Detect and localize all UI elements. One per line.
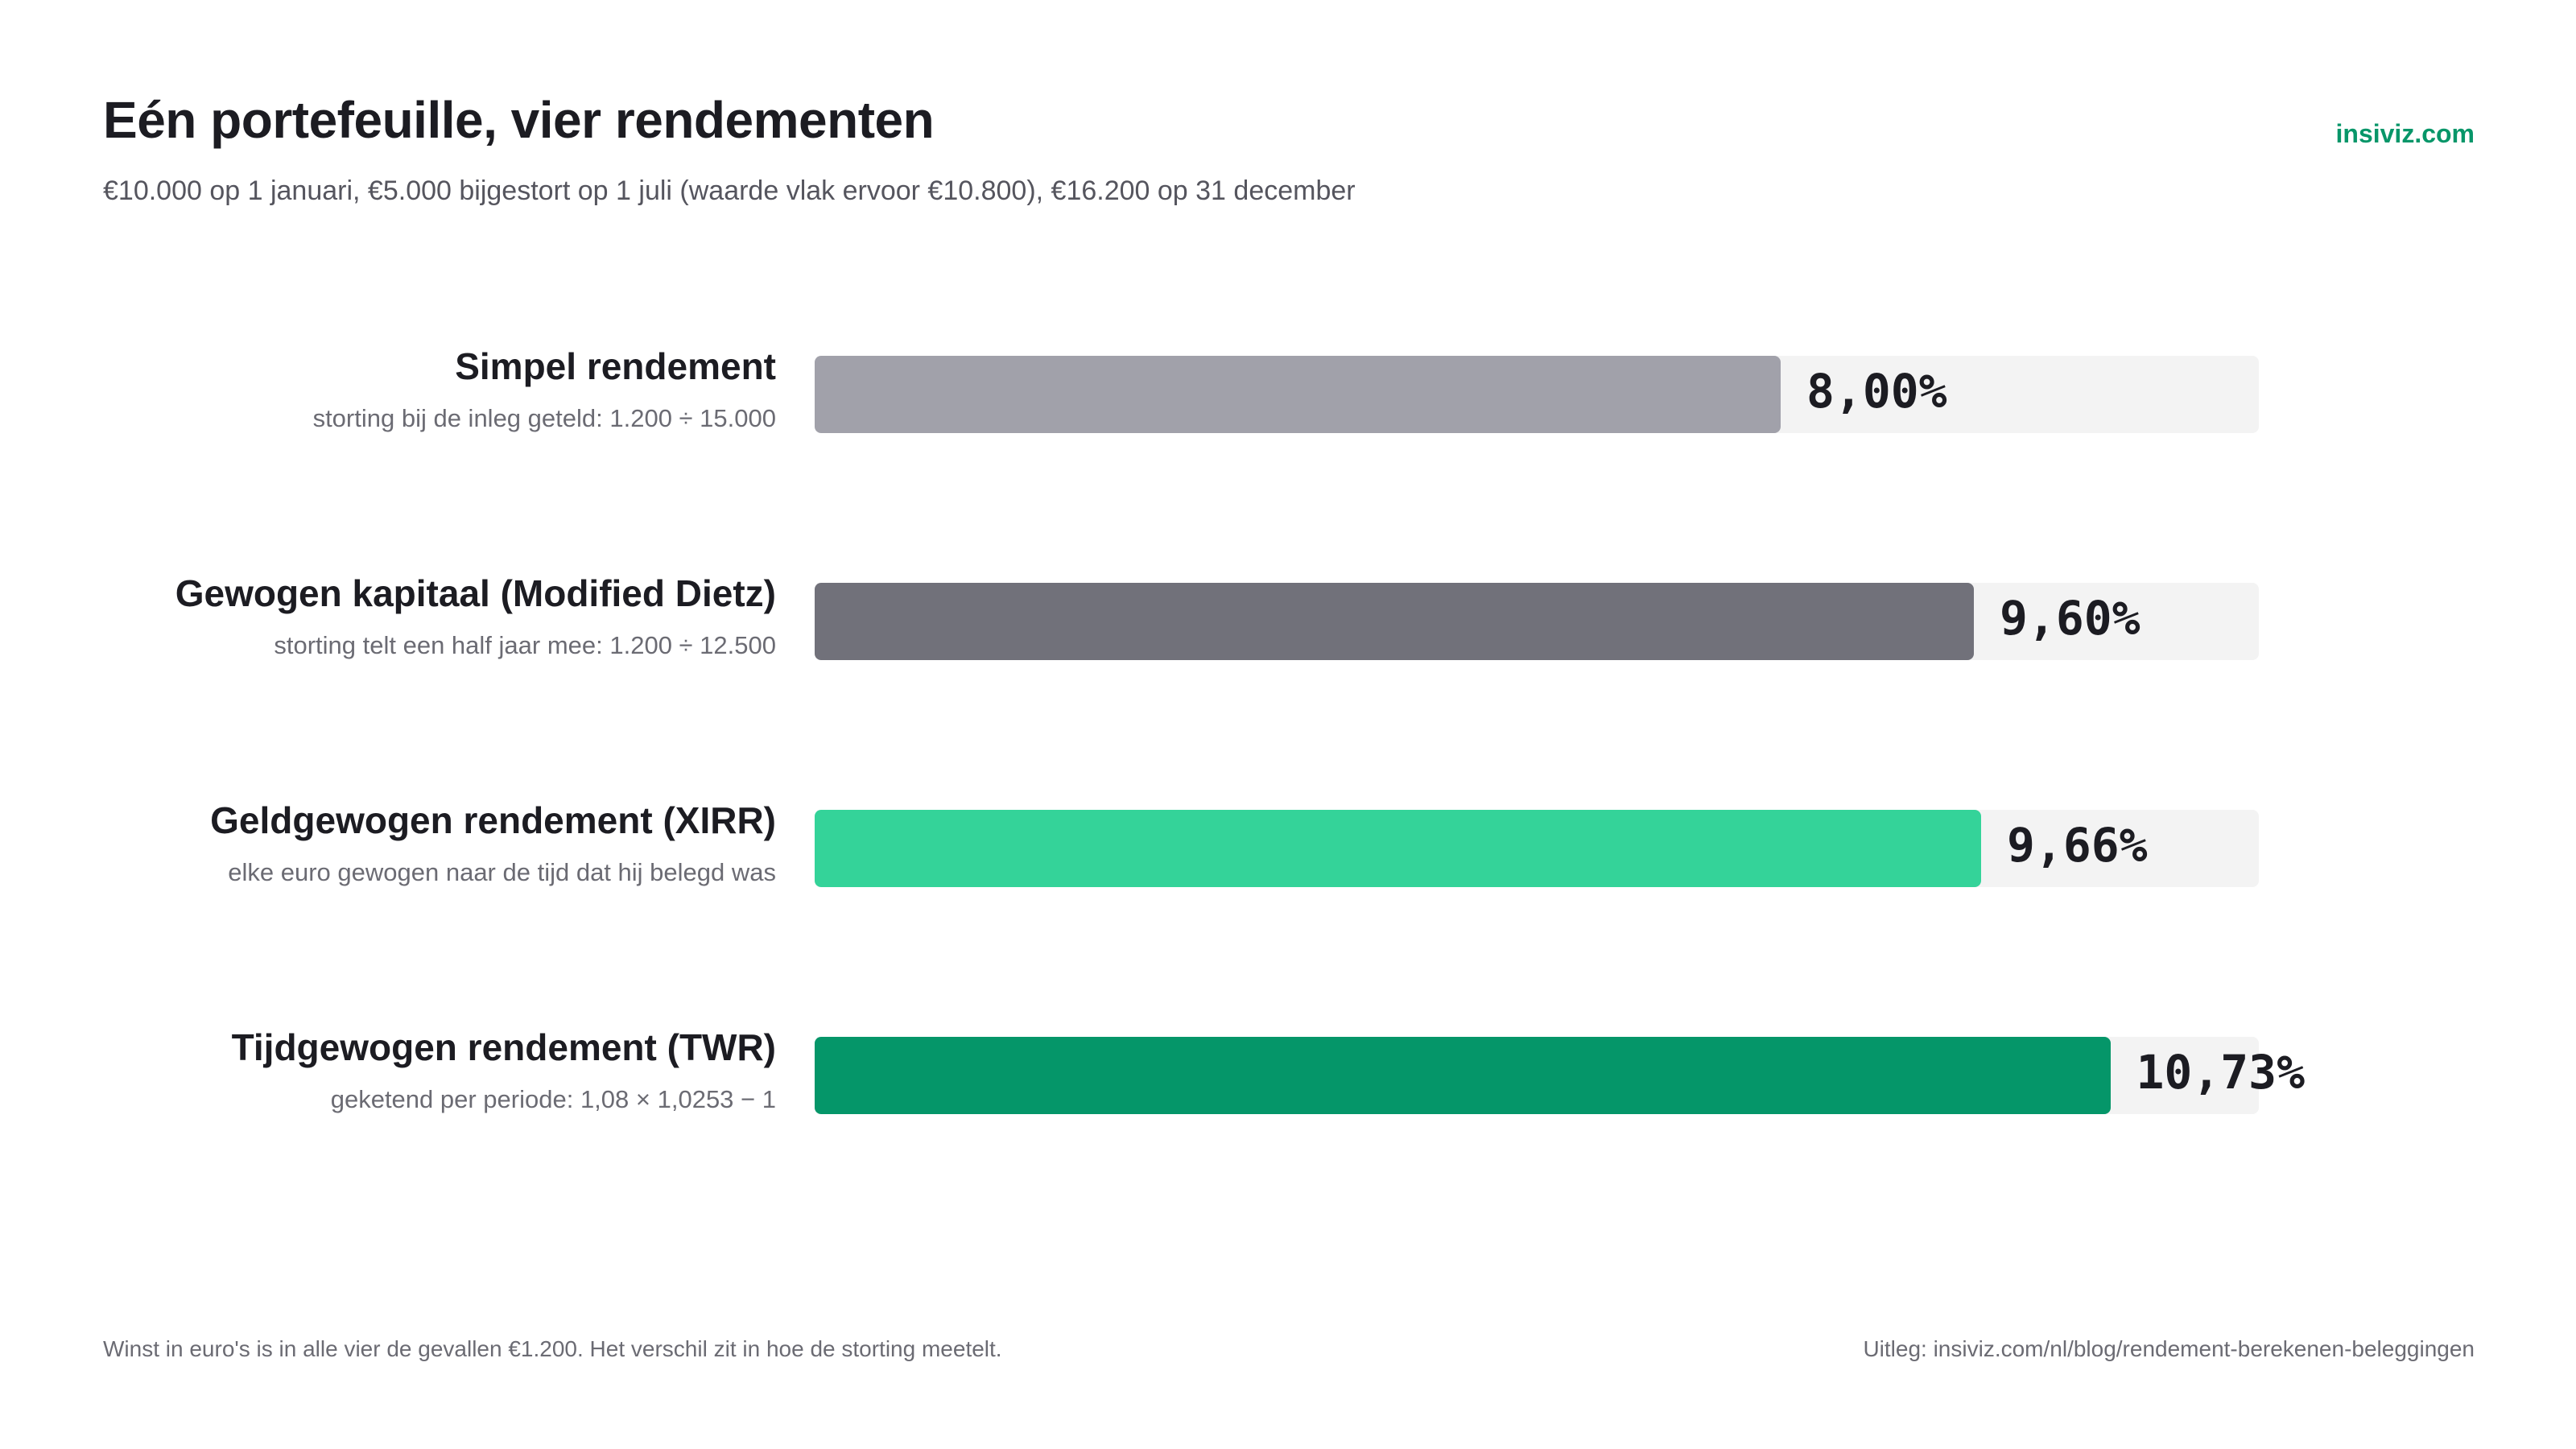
chart-row: Simpel rendement storting bij de inleg ge… [0, 345, 2576, 433]
value-label: 9,66% [2007, 818, 2148, 873]
category-label: Tijdgewogen rendement (TWR) [231, 1026, 776, 1068]
category-description: storting telt een half jaar mee: 1.200 ÷… [274, 631, 776, 659]
chart-row: Gewogen kapitaal (Modified Dietz) stortin… [0, 572, 2576, 660]
value-label: 9,60% [2000, 591, 2140, 646]
category-description: geketend per periode: 1,08 × 1,0253 − 1 [330, 1085, 776, 1113]
chart-title: Eén portefeuille, vier rendementen [103, 91, 935, 149]
footnote: Winst in euro's is in alle vier de geval… [103, 1336, 1002, 1361]
category-label: Gewogen kapitaal (Modified Dietz) [175, 572, 776, 614]
chart-subtitle: €10.000 op 1 januari, €5.000 bijgestort … [103, 175, 1356, 206]
value-label: 10,73% [2136, 1045, 2306, 1100]
chart-row: Geldgewogen rendement (XIRR) elke euro ge… [0, 799, 2576, 887]
bar [815, 583, 1974, 660]
category-label: Geldgewogen rendement (XIRR) [210, 799, 776, 841]
value-label: 8,00% [1806, 364, 1947, 419]
source-link[interactable]: Uitleg: insiviz.com/nl/blog/rendement-be… [1863, 1336, 2475, 1361]
bar [815, 1037, 2111, 1114]
category-description: storting bij de inleg geteld: 1.200 ÷ 15… [312, 404, 776, 432]
bar [815, 356, 1781, 433]
brand-link[interactable]: insiviz.com [2335, 119, 2475, 148]
chart-row: Tijdgewogen rendement (TWR) geketend per … [0, 1026, 2576, 1114]
category-label: Simpel rendement [455, 345, 776, 387]
category-description: elke euro gewogen naar de tijd dat hij b… [228, 858, 776, 886]
bar [815, 810, 1981, 887]
